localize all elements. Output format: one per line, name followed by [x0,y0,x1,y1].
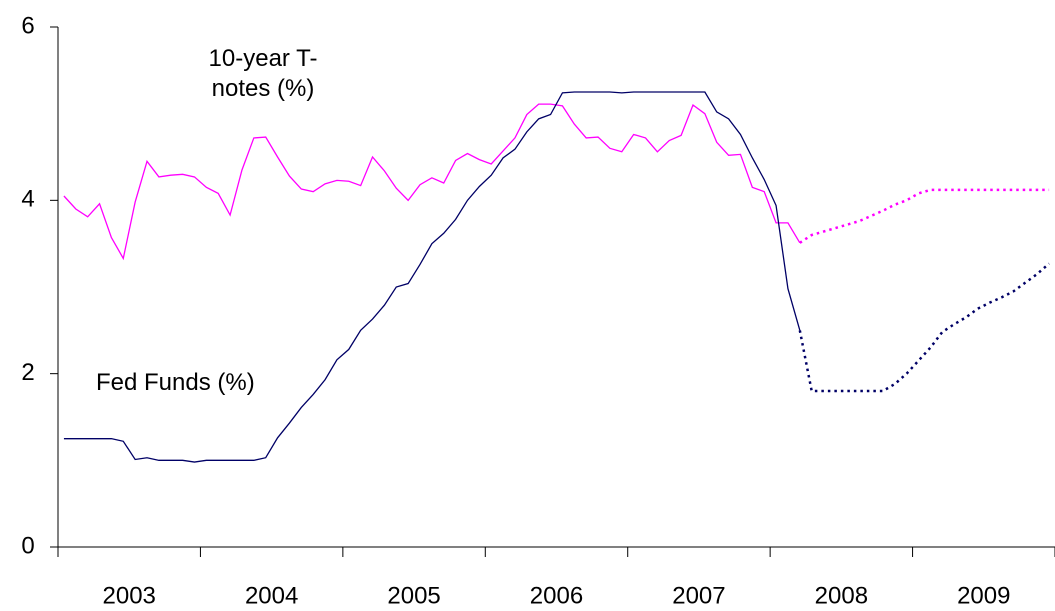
series-label: Fed Funds (%) [96,369,255,396]
forecast-line [799,188,1050,244]
x-tick-label: 2006 [530,582,583,609]
y-tick-label: 4 [21,186,34,213]
x-tick-label: 2008 [815,582,868,609]
x-tick-label: 2009 [957,582,1010,609]
x-tick-label: 2004 [245,582,298,609]
y-tick-label: 2 [21,359,34,386]
line [63,103,801,261]
y-tick-label: 0 [21,532,34,559]
x-tick-label: 2003 [103,582,156,609]
x-tick-label: 2007 [672,582,725,609]
forecast-line [798,262,1050,393]
x-tick-label: 2005 [387,582,440,609]
line [63,91,801,463]
series-label: 10-year T-notes (%) [208,45,318,102]
y-tick-label: 6 [21,12,34,39]
